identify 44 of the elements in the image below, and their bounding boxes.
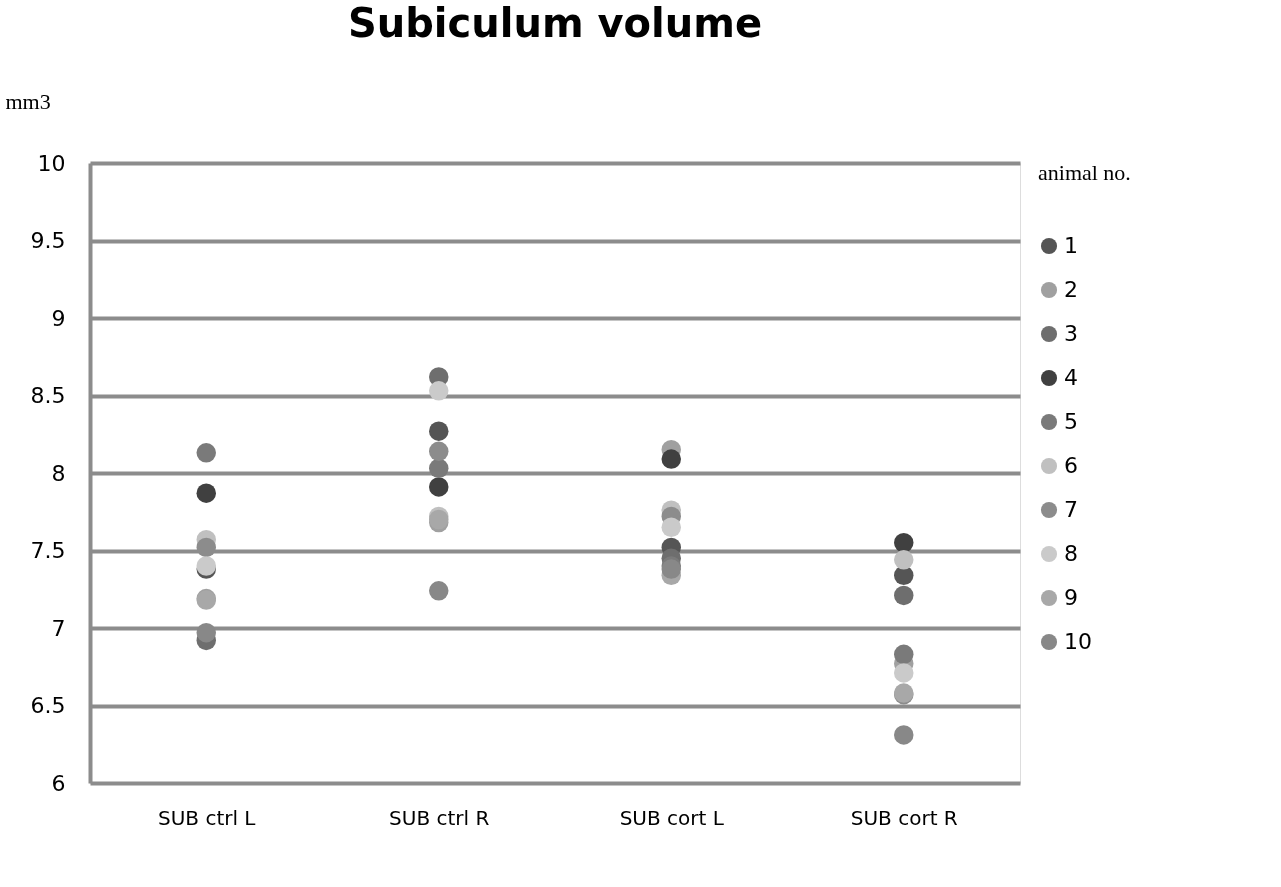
point	[894, 533, 914, 553]
y-tick-label: 8.5	[30, 383, 66, 408]
legend-label: 7	[1064, 497, 1078, 522]
y-tick-label: 10	[37, 150, 66, 176]
point	[429, 441, 449, 462]
legend-label: 9	[1064, 585, 1078, 610]
chart-title: Subiculum volume	[347, 0, 763, 46]
x-tick-label: SUB cort L	[619, 805, 725, 830]
x-tick-label: SUB cort R	[850, 805, 958, 830]
point	[894, 725, 914, 745]
point	[196, 483, 216, 503]
legend-label: 4	[1064, 365, 1078, 390]
point	[894, 585, 914, 606]
y-axis-title: mm3	[5, 88, 51, 114]
y-tick-label: 9	[51, 305, 66, 331]
x-tick-label: SUB ctrl L	[157, 805, 257, 830]
point	[196, 537, 216, 558]
point	[429, 581, 449, 601]
point	[429, 421, 449, 441]
y-tick-label: 8	[51, 460, 66, 486]
point	[196, 622, 216, 643]
y-tick-label: 6.5	[30, 693, 66, 718]
y-tick-label: 7.5	[30, 538, 66, 563]
point	[894, 550, 914, 570]
legend-label: 1	[1064, 233, 1078, 258]
point	[894, 663, 914, 683]
point	[196, 443, 216, 463]
legend-label: 6	[1064, 453, 1078, 478]
point	[661, 449, 681, 469]
point	[429, 458, 449, 479]
y-tick-label: 6	[51, 770, 66, 796]
point	[661, 517, 681, 537]
y-tick-label: 9.5	[30, 228, 66, 253]
legend-label: 3	[1064, 321, 1078, 346]
legend-label: 5	[1064, 409, 1078, 434]
y-tick-label: 7	[51, 615, 66, 641]
point	[894, 644, 914, 665]
point	[429, 477, 449, 497]
x-tick-label: SUB ctrl R	[389, 805, 490, 830]
legend-label: 2	[1064, 277, 1078, 302]
legend-label: 8	[1064, 541, 1078, 566]
point	[429, 381, 449, 401]
legend-title: animal no.	[1038, 160, 1131, 185]
legend-label: 10	[1064, 629, 1092, 654]
